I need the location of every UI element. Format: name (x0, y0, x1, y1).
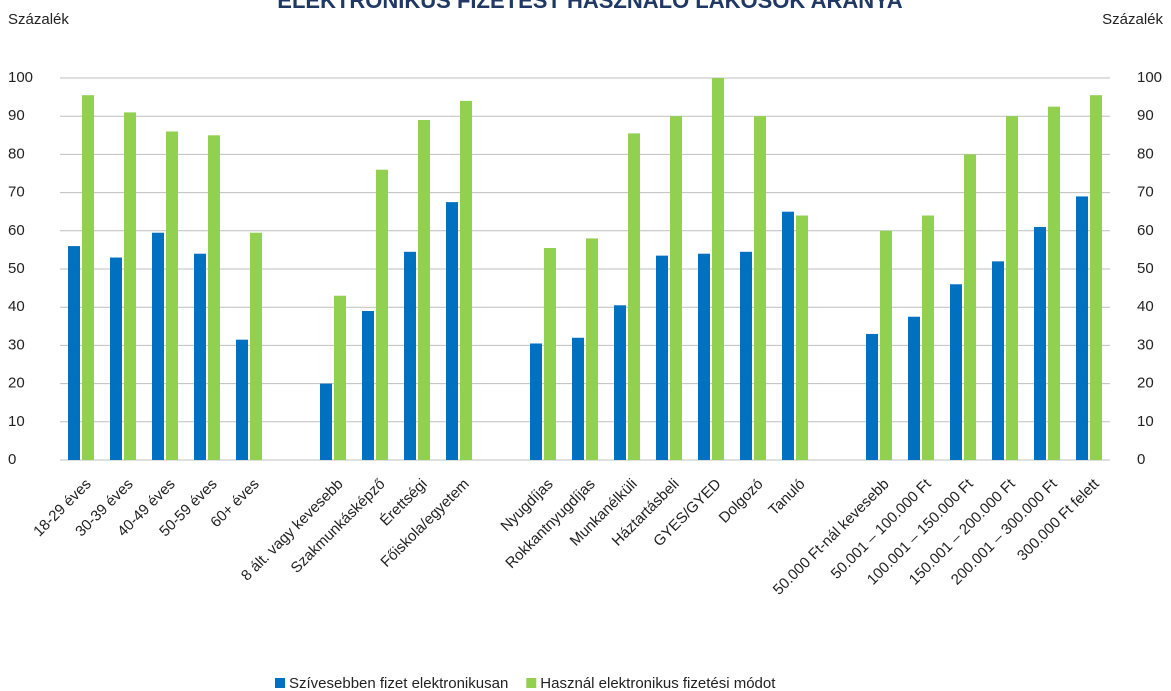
y2-tick-label: 40 (1137, 298, 1154, 315)
bar (740, 251, 752, 460)
y2-tick-label: 90 (1137, 107, 1154, 124)
bar (320, 383, 332, 460)
x-tick-label: Tanuló (765, 476, 808, 519)
bar (1034, 226, 1046, 460)
bar (1090, 95, 1102, 460)
bar (544, 247, 556, 460)
bar (124, 112, 136, 460)
y2-tick-label: 50 (1137, 260, 1154, 277)
bar (908, 316, 920, 460)
y-tick-label: 60 (8, 222, 25, 239)
bar (1006, 116, 1018, 460)
bar (796, 215, 808, 460)
chart-title: ELEKTRONIKUS FIZETÉST HASZNÁLÓ LAKOSOK A… (277, 0, 903, 13)
y2-tick-label: 30 (1137, 336, 1154, 353)
y2-tick-label: 0 (1137, 451, 1145, 468)
bar (418, 120, 430, 461)
y-tick-label: 80 (8, 145, 25, 162)
legend-swatch (275, 678, 285, 688)
bar (460, 100, 472, 461)
bar (712, 78, 724, 460)
legend-swatch (526, 678, 537, 688)
y-tick-label: 10 (8, 413, 25, 430)
bar (572, 337, 584, 460)
bar (208, 135, 220, 461)
bar (362, 311, 374, 460)
bar (656, 255, 668, 460)
y2-tick-label: 10 (1137, 413, 1154, 430)
bar (68, 246, 80, 460)
bar (782, 211, 794, 460)
bar (236, 339, 248, 460)
y-axis-label: Százalék (8, 11, 69, 28)
bar (866, 333, 878, 460)
bar (376, 169, 388, 460)
y-tick-label: 40 (8, 298, 25, 315)
bar (110, 257, 122, 460)
bar (1076, 196, 1088, 461)
bar (670, 116, 682, 460)
y2-tick-label: 20 (1137, 375, 1154, 392)
bar (334, 295, 346, 460)
bar (950, 284, 962, 460)
bar (698, 253, 710, 460)
bar (530, 343, 542, 460)
y2-axis-label: Százalék (1102, 11, 1163, 28)
bar (754, 116, 766, 460)
bar (446, 202, 458, 460)
y-tick-label: 30 (8, 336, 25, 353)
y-tick-label: 100 (8, 69, 33, 86)
bar (628, 133, 640, 460)
y-tick-label: 70 (8, 184, 25, 201)
bar (404, 251, 416, 460)
legend-label: Használ elektronikus fizetési módot (540, 675, 776, 691)
bar (1048, 106, 1060, 461)
y2-tick-label: 100 (1137, 69, 1162, 86)
legend: Szívesebben fizet elektronikusan Használ … (275, 675, 776, 691)
bar (614, 305, 626, 460)
legend-label: Szívesebben fizet elektronikusan (289, 675, 508, 691)
bar (166, 131, 178, 461)
y2-tick-label: 60 (1137, 222, 1154, 239)
bar (82, 95, 94, 460)
bar (586, 238, 598, 460)
y-tick-label: 50 (8, 260, 25, 277)
bar (250, 232, 262, 460)
x-tick-label: Dolgozó (716, 476, 767, 527)
bar (152, 232, 164, 460)
y-tick-label: 20 (8, 375, 25, 392)
bar (880, 230, 892, 460)
bar (964, 154, 976, 460)
y2-tick-label: 80 (1137, 145, 1154, 162)
y-tick-label: 0 (8, 451, 16, 468)
bar (922, 215, 934, 460)
bar (992, 261, 1004, 460)
bar (194, 253, 206, 460)
y-tick-label: 90 (8, 107, 25, 124)
y2-tick-label: 70 (1137, 184, 1154, 201)
